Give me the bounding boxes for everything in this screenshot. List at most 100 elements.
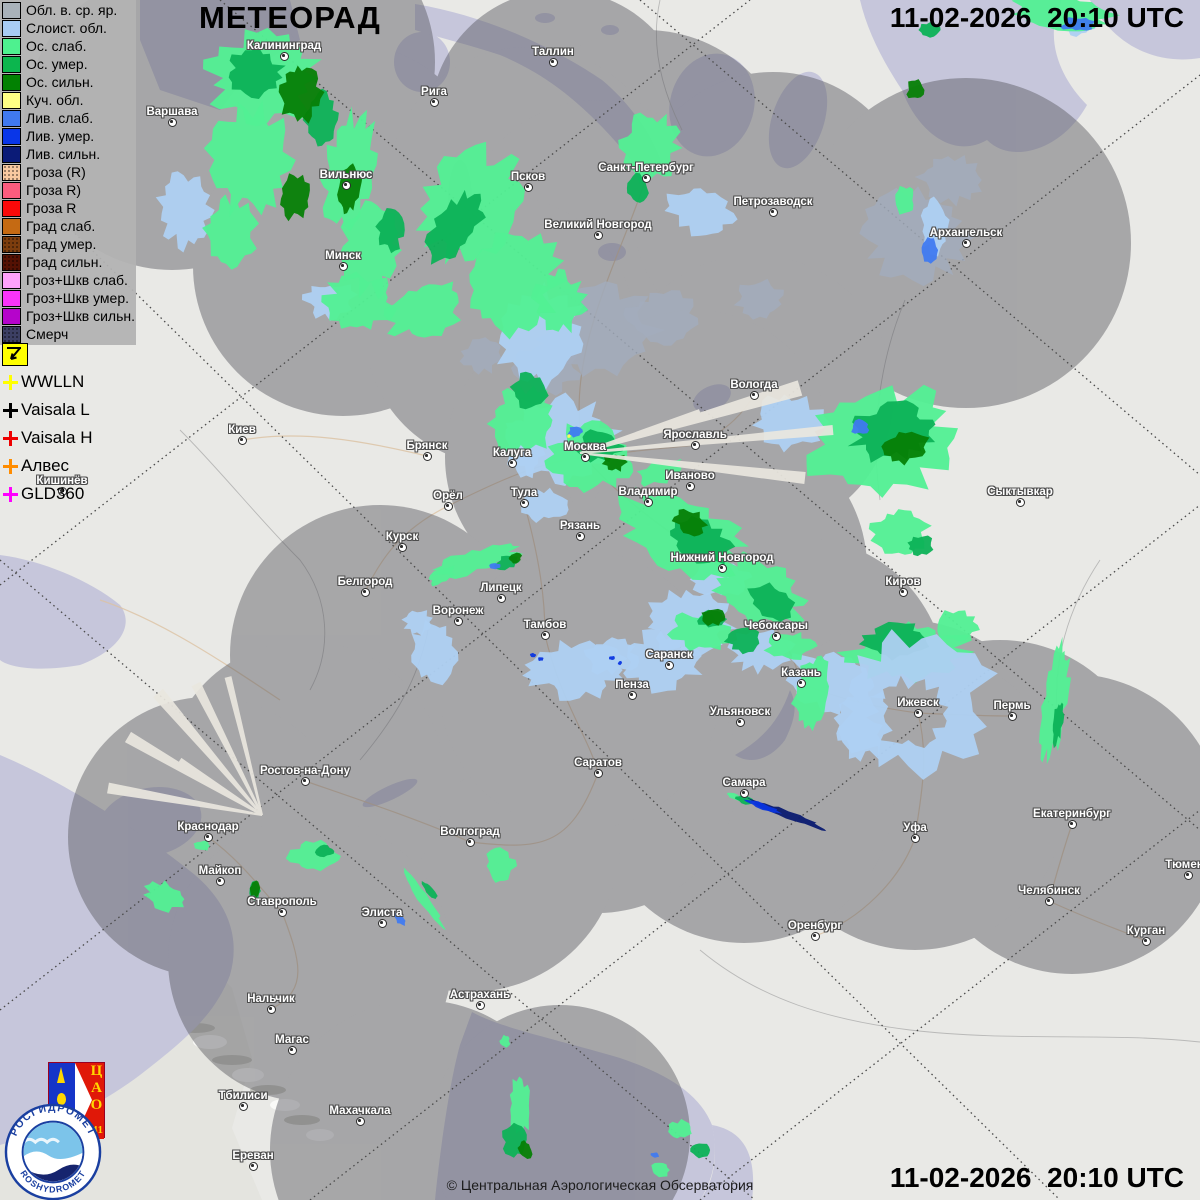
echo-blob-g3 — [337, 163, 363, 215]
city-name-label: Рига — [421, 86, 447, 98]
city-name-label: Варшава — [146, 106, 198, 118]
city-name-label: Ставрополь — [247, 896, 317, 908]
corner-arrow-icon — [7, 347, 21, 360]
city-dot-icon — [641, 173, 651, 183]
cross-marker-icon — [3, 458, 18, 474]
echo-blob-g3 — [906, 79, 925, 99]
city-dot-icon — [475, 1000, 485, 1010]
gulf-of-finland — [415, 4, 663, 178]
echo-blob-g1 — [403, 867, 446, 931]
legend-color-swatch — [2, 271, 21, 289]
echo-blob-g1 — [937, 610, 980, 642]
legend-color-swatch — [2, 307, 21, 325]
city-dot-icon — [215, 876, 225, 886]
legend-item: Гроз+Шкв слаб. — [0, 271, 136, 289]
legend-item-label: Лив. слаб. — [26, 110, 94, 126]
kuybyshev-reservoir — [735, 690, 795, 760]
echo-blob-g3 — [671, 508, 709, 537]
echo-blob-g1 — [321, 271, 398, 330]
echo-blob-g2 — [690, 1143, 711, 1159]
echo-blob-g3 — [701, 608, 726, 626]
echo-blob-lb — [522, 639, 628, 701]
city-name-label: Тбилиси — [218, 1090, 268, 1102]
city-name-label: Ижевск — [897, 697, 939, 709]
legend-item: Лив. умер. — [0, 127, 136, 145]
echo-blob-g1 — [431, 543, 524, 579]
legend-item: Куч. обл. — [0, 91, 136, 109]
lightning-source-item: Vaisala L — [3, 396, 93, 424]
legend-item-label: Слоист. обл. — [26, 20, 107, 36]
beam-spoke — [224, 676, 263, 816]
legend-item-label: Гроз+Шкв сильн. — [26, 308, 135, 324]
legend-item-label: Град умер. — [26, 236, 97, 252]
echo-blob-lb — [623, 629, 703, 694]
coverage-circle — [168, 818, 452, 1102]
legend-item-label: Гроза (R) — [26, 164, 86, 180]
echo-blob-ob — [459, 337, 505, 375]
legend-item: Ос. сильн. — [0, 73, 136, 91]
city-dot-icon — [685, 481, 695, 491]
legend-color-swatch — [2, 199, 21, 217]
city-dot-icon — [768, 207, 778, 217]
white-sea — [860, 0, 1087, 153]
coverage-circle — [230, 505, 530, 805]
echo-blob-g2 — [314, 844, 335, 858]
lake-onega — [768, 71, 828, 169]
roshydromet-logo: РОСГИДРОМЕТ ROSHYDROMET — [4, 1103, 102, 1200]
legend-color-swatch — [2, 289, 21, 307]
echo-blob-g2 — [1052, 702, 1065, 749]
city-dot-icon — [377, 918, 387, 928]
city-name-label: Казань — [781, 667, 821, 679]
legend-item: Гроза R — [0, 199, 136, 217]
city-dot-icon — [496, 593, 506, 603]
legend-color-swatch — [2, 181, 21, 199]
beam-spoke — [579, 452, 806, 484]
city-name-label: Псков — [510, 171, 546, 183]
echo-blob-g1 — [143, 880, 185, 913]
city-dot-icon — [771, 631, 781, 641]
echo-blob-b2 — [529, 652, 537, 658]
echo-blob-g2 — [375, 208, 405, 254]
city-name-label: Майкоп — [198, 865, 242, 877]
echo-blob-lb — [664, 188, 738, 237]
city-dot-icon — [422, 451, 432, 461]
echo-blob-g1 — [486, 847, 518, 883]
cross-marker-icon — [3, 430, 18, 446]
legend-item-label: Ос. умер. — [26, 56, 88, 72]
echo-blob-lb — [401, 610, 433, 636]
city-name-label: Екатеринбург — [1033, 808, 1111, 820]
caspian-ne-lobe — [700, 1125, 754, 1200]
city-dot-icon — [523, 182, 533, 192]
precipitation-echoes — [143, 0, 1121, 1178]
legend-item: Гроза R) — [0, 181, 136, 199]
city-dot-icon — [643, 497, 653, 507]
city-name-label: Саранск — [645, 649, 693, 661]
copyright-note: © Центральная Аэрологическая Обсерватори… — [446, 1177, 754, 1193]
echo-blob-b1 — [921, 237, 939, 264]
legend-color-swatch — [2, 1, 21, 19]
legend-item: Гроз+Шкв умер. — [0, 289, 136, 307]
city-dot-icon — [237, 435, 247, 445]
city-dot-icon — [238, 1101, 248, 1111]
echo-blob-g1 — [618, 112, 683, 184]
legend-item-label: Лив. сильн. — [26, 146, 101, 162]
city-dot-icon — [519, 498, 529, 508]
echo-blob-g1 — [383, 281, 462, 338]
echo-blob-g1 — [895, 185, 914, 215]
city-name-label: Сыктывкар — [987, 486, 1053, 498]
city-dot-icon — [810, 931, 820, 941]
echo-blob-b2 — [617, 660, 623, 666]
legend-color-swatch — [2, 91, 21, 109]
city-dot-icon — [248, 1161, 258, 1171]
legend-item-label: Лив. умер. — [26, 128, 95, 144]
legend-item-label: Гроза R) — [26, 182, 82, 198]
coverage-circle — [922, 674, 1200, 974]
legend-color-swatch — [2, 235, 21, 253]
city-dot-icon — [1067, 819, 1077, 829]
city-dot-icon — [279, 51, 289, 61]
city-name-label: Калуга — [492, 447, 532, 459]
legend-color-swatch — [2, 217, 21, 235]
legend-panel: Обл. в. ср. яр. Слоист. обл. Ос. слаб. Ос. … — [0, 0, 136, 345]
